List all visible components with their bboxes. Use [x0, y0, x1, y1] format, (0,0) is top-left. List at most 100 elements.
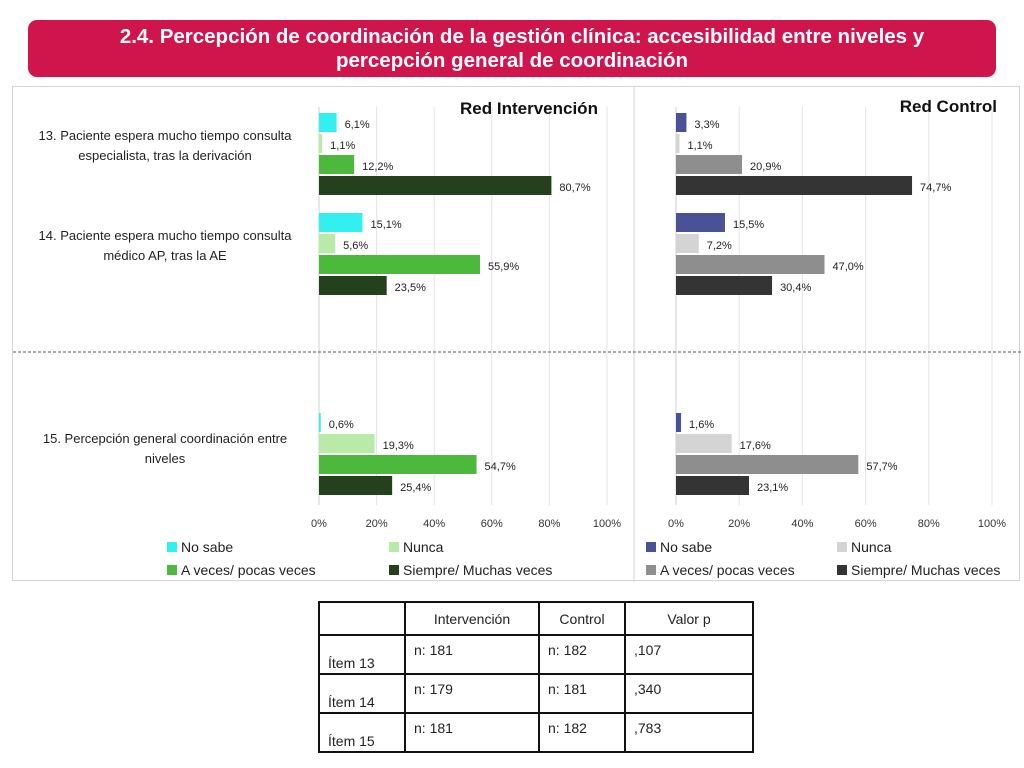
bar	[319, 434, 375, 453]
bar	[676, 213, 725, 232]
stats-valor-p: ,107	[624, 634, 754, 675]
bar-value-label: 15,1%	[370, 219, 401, 231]
bar	[319, 476, 393, 495]
stats-header-row: Intervención Control Valor p	[318, 601, 754, 636]
stats-header-intervencion: Intervención	[404, 601, 540, 636]
legend-label: Siempre/ Muchas veces	[851, 562, 1000, 578]
stats-row: Ítem 15 n: 181 n: 182 ,783	[318, 712, 754, 753]
title-line-2: percepción general de coordinación	[335, 48, 688, 72]
x-tick-label: 40%	[791, 518, 813, 530]
x-tick-label: 80%	[538, 518, 560, 530]
stats-item-label: Ítem 13	[318, 634, 406, 675]
stats-valor-p: ,783	[624, 712, 754, 753]
bar	[676, 276, 773, 295]
bar-value-label: 54,7%	[485, 461, 516, 473]
x-tick-label: 20%	[728, 518, 750, 530]
bar-value-label: 55,9%	[488, 261, 519, 273]
x-tick-label: 0%	[311, 518, 327, 530]
legend-label: A veces/ pocas veces	[660, 562, 795, 578]
stats-valor-p: ,340	[624, 673, 754, 714]
bar	[319, 276, 387, 295]
legend-swatch	[646, 542, 656, 552]
bar	[319, 113, 337, 132]
bar-value-label: 19,3%	[383, 440, 414, 452]
bar-value-label: 0,6%	[329, 419, 354, 431]
legend-label: Nunca	[851, 539, 892, 555]
legend-swatch	[167, 542, 177, 552]
legend-label: Nunca	[403, 539, 444, 555]
stats-header-control: Control	[538, 601, 626, 636]
x-tick-label: 80%	[918, 518, 940, 530]
bar	[676, 455, 859, 474]
legend-swatch	[837, 565, 847, 575]
x-tick-label: 20%	[366, 518, 388, 530]
bar	[676, 434, 732, 453]
bar-value-label: 30,4%	[780, 282, 811, 294]
x-tick-label: 60%	[855, 518, 877, 530]
x-tick-label: 40%	[423, 518, 445, 530]
bar-value-label: 6,1%	[345, 119, 370, 131]
bar-value-label: 80,7%	[559, 182, 590, 194]
x-tick-label: 100%	[593, 518, 621, 530]
stats-header-valor-p: Valor p	[624, 601, 754, 636]
bar-value-label: 23,1%	[757, 482, 788, 494]
bar	[319, 455, 477, 474]
category-label: especialista, tras la derivación	[78, 148, 251, 163]
bar-value-label: 1,1%	[687, 140, 712, 152]
bar-value-label: 12,2%	[362, 161, 393, 173]
bar-value-label: 17,6%	[740, 440, 771, 452]
legend-label: Siempre/ Muchas veces	[403, 562, 552, 578]
bar	[319, 413, 321, 432]
category-label: 13. Paciente espera mucho tiempo consult…	[39, 128, 293, 143]
stats-n-intervencion: n: 181	[404, 634, 540, 675]
stats-table: Intervención Control Valor p Ítem 13 n: …	[318, 601, 754, 753]
chart-title: Red Intervención	[460, 99, 598, 118]
bar	[676, 176, 913, 195]
bar	[676, 113, 687, 132]
bar-value-label: 5,6%	[343, 240, 368, 252]
bar-value-label: 1,6%	[689, 419, 714, 431]
x-tick-label: 100%	[978, 518, 1006, 530]
bar	[319, 134, 323, 153]
bar-value-label: 3,3%	[694, 119, 719, 131]
bar-value-label: 57,7%	[866, 461, 897, 473]
bar-value-label: 74,7%	[920, 182, 951, 194]
legend-label: A veces/ pocas veces	[181, 562, 316, 578]
bar-value-label: 23,5%	[395, 282, 426, 294]
title-line-1: 2.4. Percepción de coordinación de la ge…	[119, 24, 925, 48]
legend-label: No sabe	[181, 539, 233, 555]
category-label: niveles	[145, 451, 186, 466]
bar	[319, 255, 480, 274]
legend-swatch	[837, 542, 847, 552]
stats-n-intervencion: n: 181	[404, 712, 540, 753]
charts-canvas: 0% 20% 40% 60% 80% 100% 0% 20% 40% 60% 80% 100% 13. …	[13, 87, 1021, 582]
bar	[676, 155, 743, 174]
bar-value-label: 20,9%	[750, 161, 781, 173]
bar	[319, 176, 552, 195]
bar	[676, 255, 825, 274]
bar-value-label: 15,5%	[733, 219, 764, 231]
bar-value-label: 1,1%	[330, 140, 355, 152]
stats-n-intervencion: n: 179	[404, 673, 540, 714]
stats-n-control: n: 181	[538, 673, 626, 714]
stats-item-label: Ítem 15	[318, 712, 406, 753]
bar	[676, 134, 680, 153]
bar	[676, 234, 699, 253]
category-label: médico AP, tras la AE	[103, 248, 227, 263]
bar	[319, 234, 336, 253]
stats-row: Ítem 14 n: 179 n: 181 ,340	[318, 673, 754, 714]
category-label: 15. Percepción general coordinación entr…	[43, 431, 287, 446]
legend-swatch	[389, 565, 399, 575]
stats-row: Ítem 13 n: 181 n: 182 ,107	[318, 634, 754, 675]
bar-value-label: 25,4%	[400, 482, 431, 494]
bar-value-label: 7,2%	[707, 240, 732, 252]
chart-frame: 0% 20% 40% 60% 80% 100% 0% 20% 40% 60% 80% 100% 13. …	[12, 86, 1021, 582]
stats-item-label: Ítem 14	[318, 673, 406, 714]
legend-label: No sabe	[660, 539, 712, 555]
bar-value-label: 47,0%	[833, 261, 864, 273]
stats-n-control: n: 182	[538, 634, 626, 675]
bar	[319, 155, 355, 174]
x-tick-label: 0%	[668, 518, 684, 530]
title-banner: 2.4. Percepción de coordinación de la ge…	[28, 20, 996, 77]
legend-swatch	[389, 542, 399, 552]
